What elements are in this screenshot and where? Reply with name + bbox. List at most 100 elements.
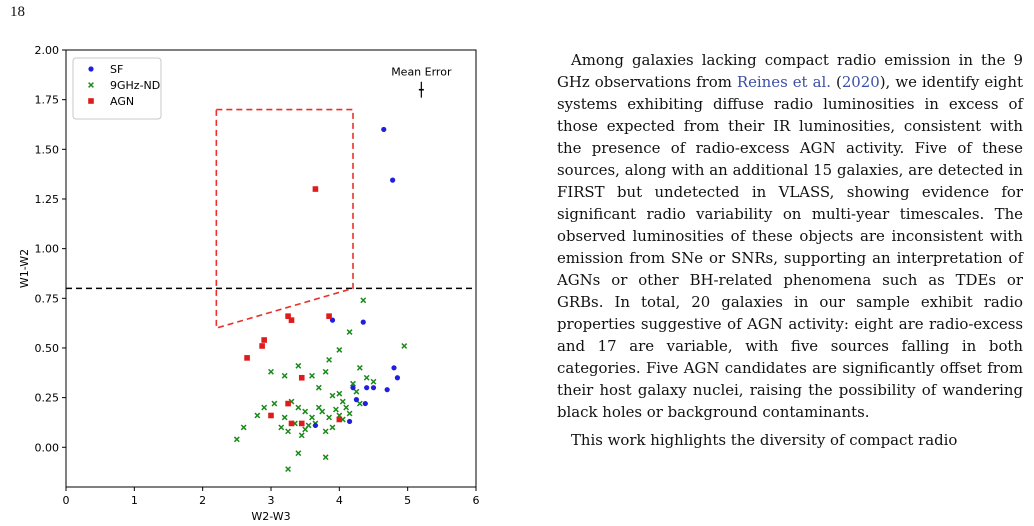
data-point-agn	[326, 313, 332, 319]
paragraph-1-intro: Among galaxies lacking compact radio emi…	[557, 51, 1023, 91]
data-point-9ghz-nd	[401, 343, 408, 349]
legend-box	[72, 57, 162, 120]
data-point-9ghz-nd	[356, 364, 363, 371]
data-point-9ghz-nd	[309, 372, 315, 379]
data-point-9ghz-nd	[302, 408, 309, 415]
body-text: Among galaxies lacking compact radio emi…	[557, 49, 1023, 451]
data-point-sf	[384, 387, 390, 393]
color-color-scatter-plot: 0 1 2 3 4 5 6 0.00 0.25 0.50 0.75 1.00 1.25 1.50 1.75 2…	[18, 44, 480, 523]
x-tick-label: 0	[63, 494, 70, 507]
data-point-9ghz-nd	[298, 432, 305, 439]
legend-marker-agn	[88, 98, 94, 104]
data-point-9ghz-nd	[285, 428, 292, 435]
data-point-sf	[312, 422, 319, 429]
data-point-9ghz-nd	[315, 404, 322, 411]
data-point-9ghz-nd	[360, 297, 367, 304]
data-point-9ghz-nd	[346, 329, 353, 335]
legend-marker-sf	[88, 66, 94, 72]
x-tick-label: 3	[268, 494, 275, 507]
citation-year[interactable]: 2020	[841, 73, 880, 91]
legend-label-sf: SF	[110, 63, 123, 76]
data-point-agn	[285, 400, 291, 407]
data-point-9ghz-nd	[326, 414, 333, 421]
data-point-agn	[336, 416, 343, 423]
data-point-9ghz-nd	[309, 414, 315, 421]
data-point-agn	[298, 374, 305, 381]
paragraph-1-body: , we identify eight systems exhibiting d…	[557, 73, 1024, 421]
data-point-sf	[381, 126, 387, 133]
page-number: 18	[10, 4, 25, 20]
x-tick-label: 6	[473, 494, 480, 507]
data-point-9ghz-nd	[281, 414, 288, 421]
data-point-9ghz-nd	[339, 398, 346, 405]
data-point-9ghz-nd	[254, 412, 261, 419]
legend-label-agn: AGN	[110, 95, 134, 108]
data-point-9ghz-nd	[271, 400, 278, 407]
y-tick-label: 1.25	[35, 193, 60, 206]
y-tick-label: 0.25	[35, 392, 60, 405]
data-point-agn	[259, 343, 265, 349]
data-point-sf	[346, 418, 353, 425]
data-point-9ghz-nd	[356, 400, 363, 407]
data-point-agn	[261, 337, 267, 343]
x-tick-label: 5	[404, 494, 411, 507]
data-point-sf	[364, 385, 370, 391]
data-point-9ghz-nd	[329, 392, 336, 399]
data-point-agn	[298, 420, 305, 427]
data-point-9ghz-nd	[261, 404, 268, 411]
data-point-9ghz-nd	[240, 424, 247, 431]
data-point-9ghz-nd	[285, 466, 292, 473]
data-point-9ghz-nd	[295, 404, 302, 411]
data-point-sf	[390, 177, 396, 183]
data-point-agn	[288, 420, 295, 427]
data-point-agn	[268, 412, 274, 419]
y-tick-label: 0.75	[35, 292, 60, 305]
x-tick-label: 2	[199, 494, 206, 507]
data-point-9ghz-nd	[343, 404, 350, 411]
data-point-agn	[288, 317, 295, 323]
y-axis-label: W1-W2	[18, 249, 31, 288]
data-point-9ghz-nd	[329, 424, 336, 431]
data-point-sf	[362, 400, 368, 407]
y-tick-label: 1.50	[35, 143, 60, 156]
y-tick-label: 2.00	[35, 44, 60, 57]
citation-author[interactable]: Reines et al.	[736, 73, 831, 91]
y-tick-label: 0.50	[35, 342, 60, 355]
agn-wedge-region	[215, 108, 354, 330]
data-point-sf	[353, 397, 360, 403]
x-tick-label: 1	[131, 494, 138, 507]
y-tick-label: 1.75	[35, 94, 60, 107]
data-point-9ghz-nd	[370, 378, 377, 385]
data-point-agn	[285, 313, 291, 319]
data-point-9ghz-nd	[322, 454, 329, 461]
data-point-9ghz-nd	[363, 374, 370, 381]
data-point-sf	[350, 385, 356, 391]
data-point-agn	[244, 355, 250, 361]
mean-error-label: Mean Error	[391, 66, 452, 79]
data-point-9ghz-nd	[346, 410, 353, 417]
citation-open-paren: (	[830, 73, 842, 91]
y-tick-label: 0.00	[35, 441, 60, 454]
data-point-9ghz-nd	[233, 436, 240, 443]
legend-marker-9ghz-nd	[88, 82, 94, 88]
data-point-9ghz-nd	[322, 428, 329, 435]
paragraph-2: This work highlights the diversity of co…	[571, 431, 958, 449]
data-point-sf	[391, 365, 397, 371]
legend-label-9ghz-nd: 9GHz-ND	[110, 79, 160, 92]
data-point-9ghz-nd	[336, 347, 343, 353]
data-point-9ghz-nd	[353, 388, 360, 395]
data-point-sf	[370, 385, 377, 391]
data-point-9ghz-nd	[326, 356, 333, 363]
data-point-9ghz-nd	[315, 384, 322, 391]
citation-close-paren: )	[879, 73, 886, 91]
data-point-9ghz-nd	[332, 406, 339, 413]
data-point-sf	[360, 319, 366, 325]
data-point-9ghz-nd	[295, 450, 302, 457]
data-point-9ghz-nd	[305, 422, 312, 429]
y-tick-label: 1.00	[35, 243, 60, 256]
plot-area: 0 1 2 3 4 5 6 0.00 0.25 0.50 0.75 1.00 1.25 1.50 1.75 2…	[18, 44, 480, 523]
data-point-9ghz-nd	[336, 390, 343, 397]
data-point-9ghz-nd	[268, 368, 274, 375]
x-tick-label: 4	[336, 494, 343, 507]
x-axis-label: W2-W3	[251, 510, 290, 523]
